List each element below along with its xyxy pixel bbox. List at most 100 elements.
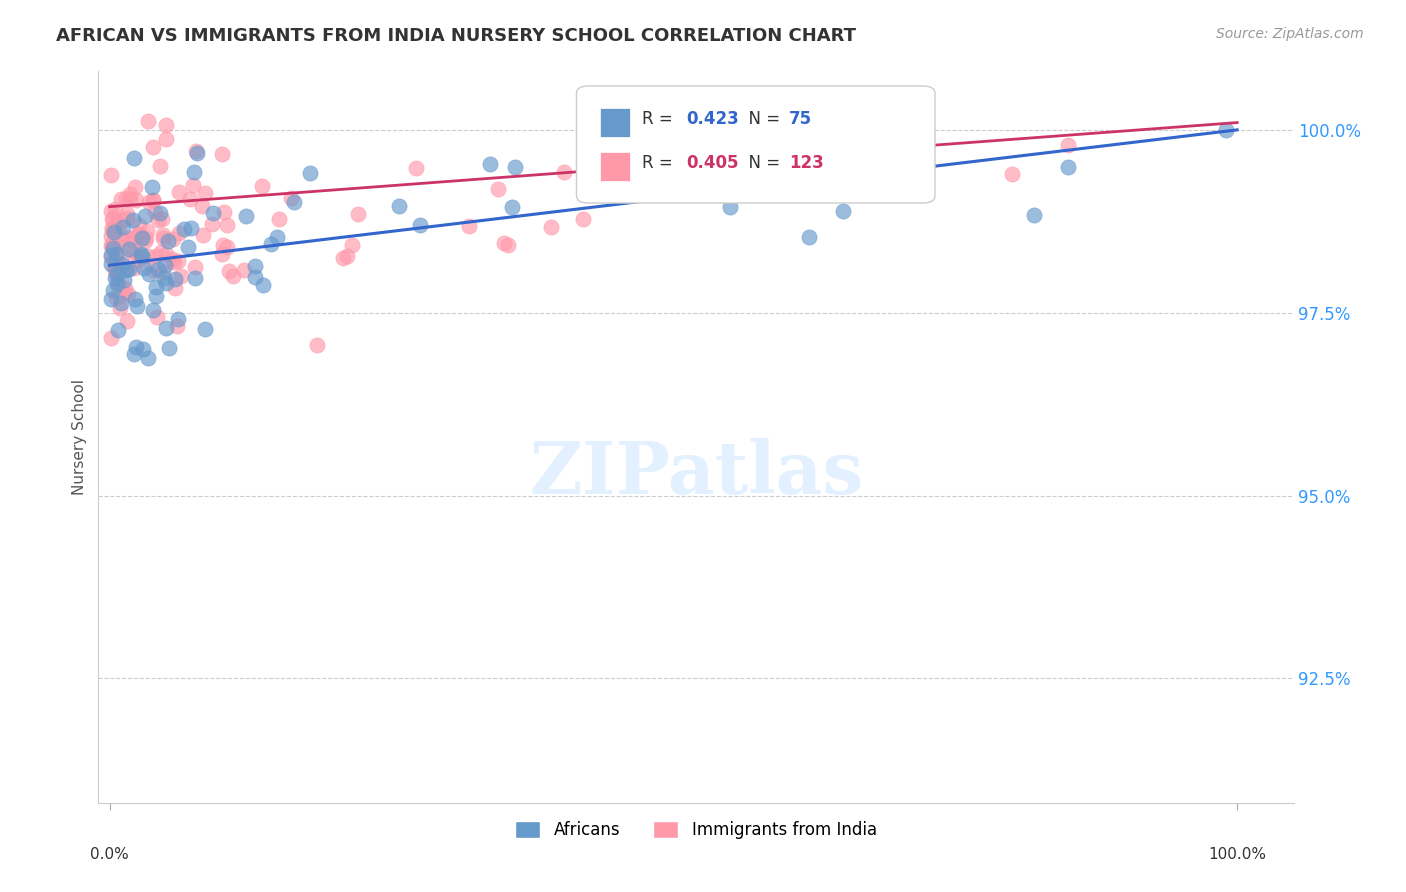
Immigrants from India <box>184 260 207 274</box>
Immigrants from India <box>104 261 127 276</box>
Text: 100.0%: 100.0% <box>1208 847 1267 862</box>
Africans <box>103 225 125 239</box>
Immigrants from India <box>112 262 135 277</box>
Africans <box>114 263 136 277</box>
Immigrants from India <box>115 314 138 328</box>
Africans <box>156 235 179 249</box>
Africans <box>105 277 128 291</box>
Text: R =: R = <box>643 110 678 128</box>
Immigrants from India <box>100 228 122 243</box>
Immigrants from India <box>104 263 127 277</box>
Immigrants from India <box>134 235 156 249</box>
Immigrants from India <box>167 226 190 240</box>
Immigrants from India <box>103 259 125 273</box>
Immigrants from India <box>111 232 134 246</box>
Immigrants from India <box>107 221 129 235</box>
Immigrants from India <box>211 246 233 260</box>
Immigrants from India <box>222 268 245 283</box>
Africans <box>107 323 129 337</box>
Immigrants from India <box>150 211 173 226</box>
Immigrants from India <box>186 144 208 158</box>
Africans <box>299 166 322 180</box>
Immigrants from India <box>145 249 167 263</box>
Immigrants from India <box>125 194 148 208</box>
Immigrants from India <box>342 238 364 252</box>
Africans <box>125 340 148 354</box>
Immigrants from India <box>486 182 509 196</box>
Africans <box>122 346 145 360</box>
Immigrants from India <box>232 263 254 277</box>
Immigrants from India <box>163 254 186 268</box>
Africans <box>166 311 188 326</box>
Immigrants from India <box>135 231 157 245</box>
Immigrants from India <box>162 252 184 266</box>
Immigrants from India <box>108 258 131 272</box>
Immigrants from India <box>640 179 662 194</box>
Y-axis label: Nursery School: Nursery School <box>72 379 87 495</box>
Immigrants from India <box>148 159 170 173</box>
Bar <box>600 152 630 181</box>
Immigrants from India <box>831 108 853 122</box>
Immigrants from India <box>124 244 146 258</box>
Africans <box>146 261 169 276</box>
Africans <box>1057 160 1080 174</box>
Immigrants from India <box>100 203 122 218</box>
Africans <box>100 293 122 307</box>
Africans <box>118 261 141 276</box>
Immigrants from India <box>194 186 217 201</box>
Africans <box>101 283 124 297</box>
Africans <box>184 271 207 285</box>
Africans <box>153 258 176 272</box>
Immigrants from India <box>115 190 138 204</box>
Africans <box>202 206 225 220</box>
Africans <box>141 180 163 194</box>
Immigrants from India <box>142 263 165 277</box>
Immigrants from India <box>169 269 191 284</box>
Africans <box>122 151 145 165</box>
Immigrants from India <box>100 251 122 265</box>
Africans <box>132 342 155 356</box>
Africans <box>136 351 159 365</box>
Africans <box>142 302 165 317</box>
Immigrants from India <box>128 218 150 232</box>
Immigrants from India <box>162 232 184 246</box>
Immigrants from India <box>115 207 138 221</box>
Africans <box>180 221 202 235</box>
Immigrants from India <box>128 227 150 241</box>
Immigrants from India <box>572 211 595 226</box>
Africans <box>110 295 132 310</box>
Immigrants from India <box>114 281 136 295</box>
Text: 0.423: 0.423 <box>686 110 740 128</box>
Africans <box>478 157 501 171</box>
Africans <box>831 204 853 219</box>
Immigrants from India <box>146 213 169 227</box>
Immigrants from India <box>100 331 122 345</box>
Africans <box>122 213 145 227</box>
Immigrants from India <box>124 180 146 194</box>
Africans <box>235 209 257 223</box>
Text: R =: R = <box>643 153 678 172</box>
Immigrants from India <box>108 246 131 260</box>
Immigrants from India <box>136 114 159 128</box>
Text: 123: 123 <box>789 153 824 172</box>
Africans <box>1215 123 1237 137</box>
Africans <box>105 268 128 282</box>
Immigrants from India <box>122 231 145 245</box>
Text: Source: ZipAtlas.com: Source: ZipAtlas.com <box>1216 27 1364 41</box>
Africans <box>186 146 208 161</box>
FancyBboxPatch shape <box>576 86 935 203</box>
Africans <box>101 241 124 255</box>
Immigrants from India <box>166 253 188 268</box>
Africans <box>104 247 127 261</box>
Immigrants from India <box>112 212 135 227</box>
Immigrants from India <box>101 221 124 235</box>
Immigrants from India <box>494 235 516 250</box>
Immigrants from India <box>142 193 165 207</box>
Immigrants from India <box>457 219 479 234</box>
Immigrants from India <box>215 240 238 254</box>
Immigrants from India <box>596 157 619 171</box>
Immigrants from India <box>1057 137 1080 152</box>
Text: AFRICAN VS IMMIGRANTS FROM INDIA NURSERY SCHOOL CORRELATION CHART: AFRICAN VS IMMIGRANTS FROM INDIA NURSERY… <box>56 27 856 45</box>
Immigrants from India <box>211 147 233 161</box>
Africans <box>1024 208 1046 222</box>
